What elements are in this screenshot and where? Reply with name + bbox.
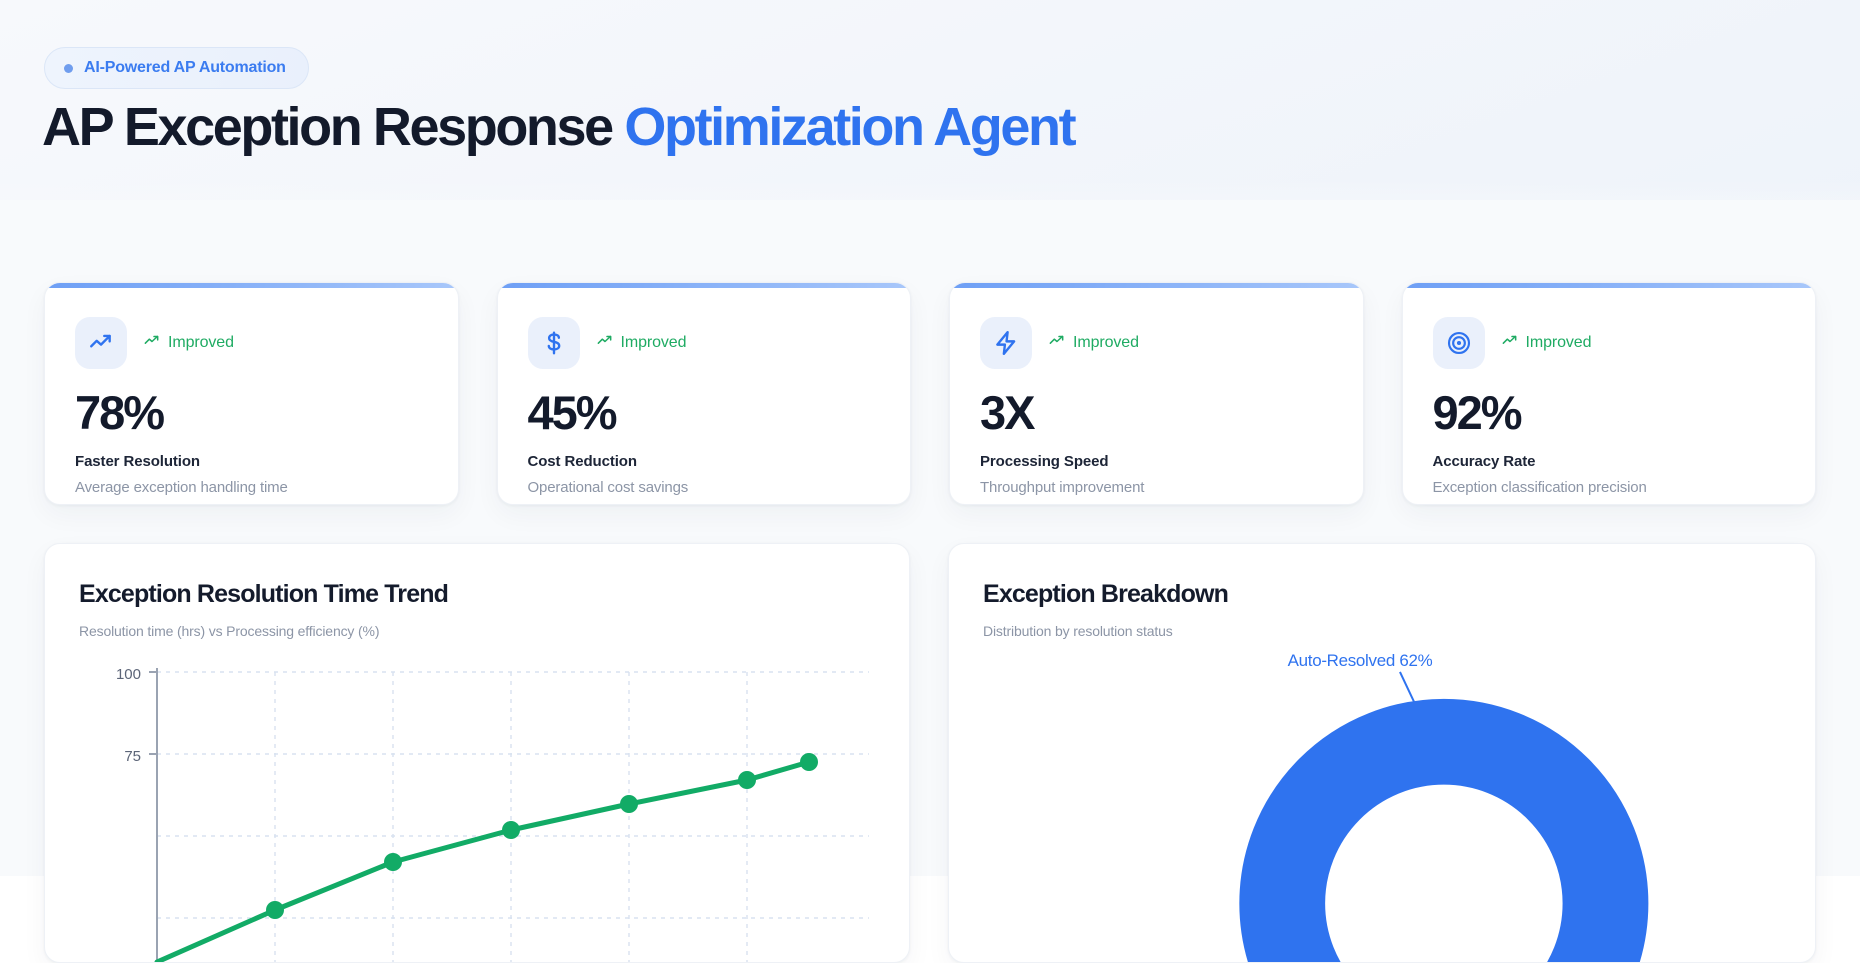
kpi-value: 78% bbox=[75, 386, 165, 439]
kpi-label: Processing Speed bbox=[980, 453, 1109, 470]
kpi-trend-label: Improved bbox=[168, 334, 234, 351]
donut-slice-label: Auto-Resolved 62% bbox=[1288, 651, 1433, 670]
panel-exception-breakdown: Exception Breakdown Distribution by reso… bbox=[948, 543, 1816, 963]
kpi-label: Faster Resolution bbox=[75, 453, 200, 470]
kpi-card-accuracy-rate[interactable]: Improved 92% Accuracy Rate Exception cla… bbox=[1401, 282, 1816, 505]
panel-subtitle: Distribution by resolution status bbox=[983, 623, 1173, 639]
dot-icon bbox=[64, 63, 73, 73]
y-axis-tick-100: 100 bbox=[116, 666, 141, 683]
status-badge: Improved bbox=[144, 334, 234, 352]
kpi-trend-label: Improved bbox=[1525, 334, 1592, 351]
page-title-accent: Optimization Agent bbox=[624, 97, 1076, 157]
kpi-card-processing-speed[interactable]: Improved 3X Processing Speed Throughput … bbox=[949, 282, 1364, 505]
card-accent-bar bbox=[1402, 283, 1815, 288]
panel-title: Exception Breakdown bbox=[983, 580, 1229, 608]
status-badge: Improved bbox=[1049, 334, 1139, 352]
kpi-header: Improved bbox=[980, 317, 1333, 369]
panel-title: Exception Resolution Time Trend bbox=[79, 580, 449, 608]
kpi-value: 45% bbox=[527, 386, 618, 439]
line-series-efficiency bbox=[154, 759, 812, 962]
kpi-header: Improved bbox=[75, 317, 428, 369]
product-badge: AI-Powered AP Automation bbox=[44, 47, 309, 89]
status-badge: Improved bbox=[597, 334, 687, 352]
card-accent-bar bbox=[950, 283, 1363, 288]
kpi-trend-label: Improved bbox=[1073, 334, 1139, 351]
product-badge-label: AI-Powered AP Automation bbox=[84, 59, 286, 76]
target-icon bbox=[1432, 317, 1485, 369]
card-accent-bar bbox=[45, 283, 458, 288]
kpi-card-row: Improved 78% Faster Resolution Average e… bbox=[44, 282, 1816, 505]
kpi-label: Cost Reduction bbox=[527, 453, 638, 470]
kpi-value: 3X bbox=[980, 386, 1035, 439]
trend-arrow-icon bbox=[1049, 334, 1065, 352]
trend-arrow-icon bbox=[144, 334, 160, 352]
panel-subtitle: Resolution time (hrs) vs Processing effi… bbox=[79, 623, 380, 639]
line-chart: 100 75 bbox=[116, 666, 869, 962]
kpi-value: 92% bbox=[1432, 386, 1523, 439]
kpi-sublabel: Operational cost savings bbox=[527, 479, 689, 496]
kpi-card-faster-resolution[interactable]: Improved 78% Faster Resolution Average e… bbox=[44, 282, 459, 505]
trend-arrow-icon bbox=[597, 334, 613, 352]
status-badge: Improved bbox=[1502, 334, 1592, 352]
chart-panel-row: Exception Resolution Time Trend Resoluti… bbox=[44, 543, 1816, 963]
kpi-label: Accuracy Rate bbox=[1432, 453, 1536, 470]
card-accent-bar bbox=[497, 283, 910, 288]
page-title-main: AP Exception Response bbox=[42, 97, 625, 157]
donut-chart: Auto-Resolved 62% bbox=[1239, 651, 1649, 962]
lightning-bolt-icon bbox=[980, 317, 1032, 369]
kpi-sublabel: Exception classification precision bbox=[1432, 479, 1647, 496]
trend-arrow-icon bbox=[1502, 334, 1518, 352]
panel-resolution-time-trend: Exception Resolution Time Trend Resoluti… bbox=[44, 543, 910, 963]
kpi-header: Improved bbox=[527, 317, 881, 369]
kpi-sublabel: Average exception handling time bbox=[75, 479, 288, 496]
page-title: AP Exception Response Optimization Agent bbox=[42, 96, 1077, 158]
kpi-trend-label: Improved bbox=[620, 334, 687, 351]
y-axis-tick-75: 75 bbox=[124, 748, 141, 765]
dollar-icon bbox=[527, 317, 580, 369]
kpi-header: Improved bbox=[1432, 317, 1786, 369]
main-surface: Improved 78% Faster Resolution Average e… bbox=[0, 200, 1860, 963]
trending-up-icon bbox=[75, 317, 127, 369]
kpi-card-cost-reduction[interactable]: Improved 45% Cost Reduction Operational … bbox=[496, 282, 911, 505]
kpi-sublabel: Throughput improvement bbox=[980, 479, 1145, 496]
